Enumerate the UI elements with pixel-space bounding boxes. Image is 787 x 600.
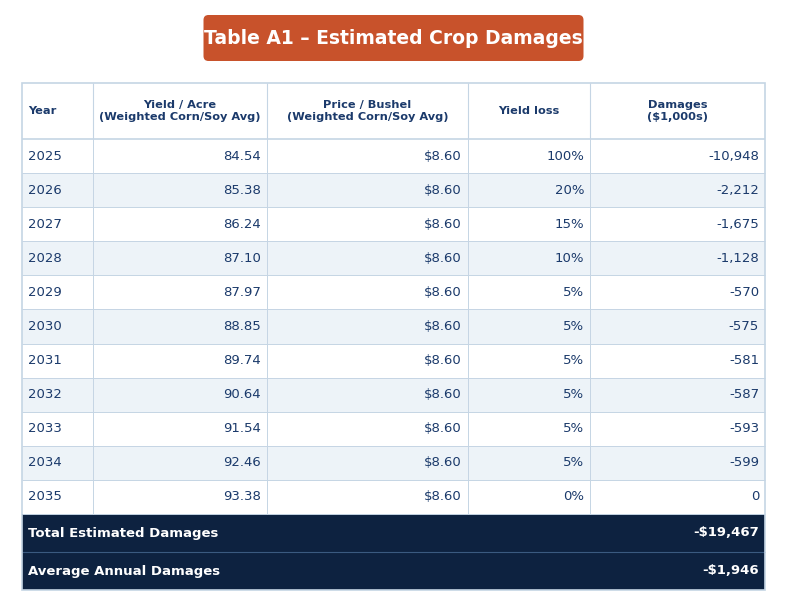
Text: $8.60: $8.60 — [424, 184, 462, 197]
Text: $8.60: $8.60 — [424, 320, 462, 333]
Text: $8.60: $8.60 — [424, 354, 462, 367]
Bar — [22, 446, 765, 480]
Bar — [22, 275, 765, 310]
Text: 90.64: 90.64 — [224, 388, 261, 401]
Text: 2026: 2026 — [28, 184, 61, 197]
Text: 2032: 2032 — [28, 388, 62, 401]
Text: $8.60: $8.60 — [424, 218, 462, 231]
Text: -2,212: -2,212 — [716, 184, 759, 197]
Text: Damages
($1,000s): Damages ($1,000s) — [647, 100, 708, 122]
Text: 2028: 2028 — [28, 252, 61, 265]
Text: $8.60: $8.60 — [424, 457, 462, 469]
Bar — [22, 310, 765, 344]
Text: 10%: 10% — [555, 252, 585, 265]
Text: -10,948: -10,948 — [708, 149, 759, 163]
Bar — [22, 344, 765, 377]
Text: 91.54: 91.54 — [224, 422, 261, 435]
Bar — [22, 514, 765, 552]
Text: -570: -570 — [729, 286, 759, 299]
Text: 87.97: 87.97 — [224, 286, 261, 299]
Text: 84.54: 84.54 — [224, 149, 261, 163]
Bar — [22, 552, 765, 590]
Text: 5%: 5% — [563, 422, 585, 435]
Text: -593: -593 — [729, 422, 759, 435]
Bar — [22, 139, 765, 173]
Text: 5%: 5% — [563, 320, 585, 333]
Text: 85.38: 85.38 — [224, 184, 261, 197]
Bar — [22, 173, 765, 207]
Text: -581: -581 — [729, 354, 759, 367]
Bar — [22, 412, 765, 446]
Text: $8.60: $8.60 — [424, 252, 462, 265]
Text: 2029: 2029 — [28, 286, 61, 299]
Text: 15%: 15% — [555, 218, 585, 231]
Text: -599: -599 — [729, 457, 759, 469]
Text: 0%: 0% — [563, 490, 585, 503]
Text: $8.60: $8.60 — [424, 286, 462, 299]
Bar — [22, 241, 765, 275]
Text: 5%: 5% — [563, 286, 585, 299]
Text: -1,128: -1,128 — [716, 252, 759, 265]
Bar — [22, 377, 765, 412]
Text: $8.60: $8.60 — [424, 388, 462, 401]
Text: Table A1 – Estimated Crop Damages: Table A1 – Estimated Crop Damages — [204, 29, 583, 49]
Text: -$1,946: -$1,946 — [702, 565, 759, 577]
Text: 87.10: 87.10 — [224, 252, 261, 265]
FancyBboxPatch shape — [204, 15, 583, 61]
Text: Yield / Acre
(Weighted Corn/Soy Avg): Yield / Acre (Weighted Corn/Soy Avg) — [99, 100, 260, 122]
Text: 2031: 2031 — [28, 354, 62, 367]
Text: Price / Bushel
(Weighted Corn/Soy Avg): Price / Bushel (Weighted Corn/Soy Avg) — [286, 100, 449, 122]
Text: 88.85: 88.85 — [224, 320, 261, 333]
Text: 2027: 2027 — [28, 218, 62, 231]
Text: 5%: 5% — [563, 388, 585, 401]
Text: 92.46: 92.46 — [224, 457, 261, 469]
Text: 5%: 5% — [563, 457, 585, 469]
Text: Yield loss: Yield loss — [498, 106, 560, 116]
Text: 2033: 2033 — [28, 422, 62, 435]
Text: 93.38: 93.38 — [224, 490, 261, 503]
Text: 100%: 100% — [546, 149, 585, 163]
Text: $8.60: $8.60 — [424, 422, 462, 435]
Bar — [22, 83, 765, 590]
Text: 2034: 2034 — [28, 457, 61, 469]
Text: 5%: 5% — [563, 354, 585, 367]
Bar — [22, 480, 765, 514]
Text: -587: -587 — [729, 388, 759, 401]
Text: Average Annual Damages: Average Annual Damages — [28, 565, 220, 577]
Text: 2035: 2035 — [28, 490, 62, 503]
Text: $8.60: $8.60 — [424, 490, 462, 503]
Text: 89.74: 89.74 — [224, 354, 261, 367]
Text: -575: -575 — [729, 320, 759, 333]
Text: Total Estimated Damages: Total Estimated Damages — [28, 527, 218, 539]
Bar — [22, 83, 765, 139]
Text: -$19,467: -$19,467 — [693, 527, 759, 539]
Text: 2030: 2030 — [28, 320, 61, 333]
Text: 20%: 20% — [555, 184, 585, 197]
Bar — [22, 207, 765, 241]
Text: 86.24: 86.24 — [224, 218, 261, 231]
Text: -1,675: -1,675 — [716, 218, 759, 231]
Text: 0: 0 — [751, 490, 759, 503]
Text: 2025: 2025 — [28, 149, 62, 163]
Text: Year: Year — [28, 106, 57, 116]
Text: $8.60: $8.60 — [424, 149, 462, 163]
